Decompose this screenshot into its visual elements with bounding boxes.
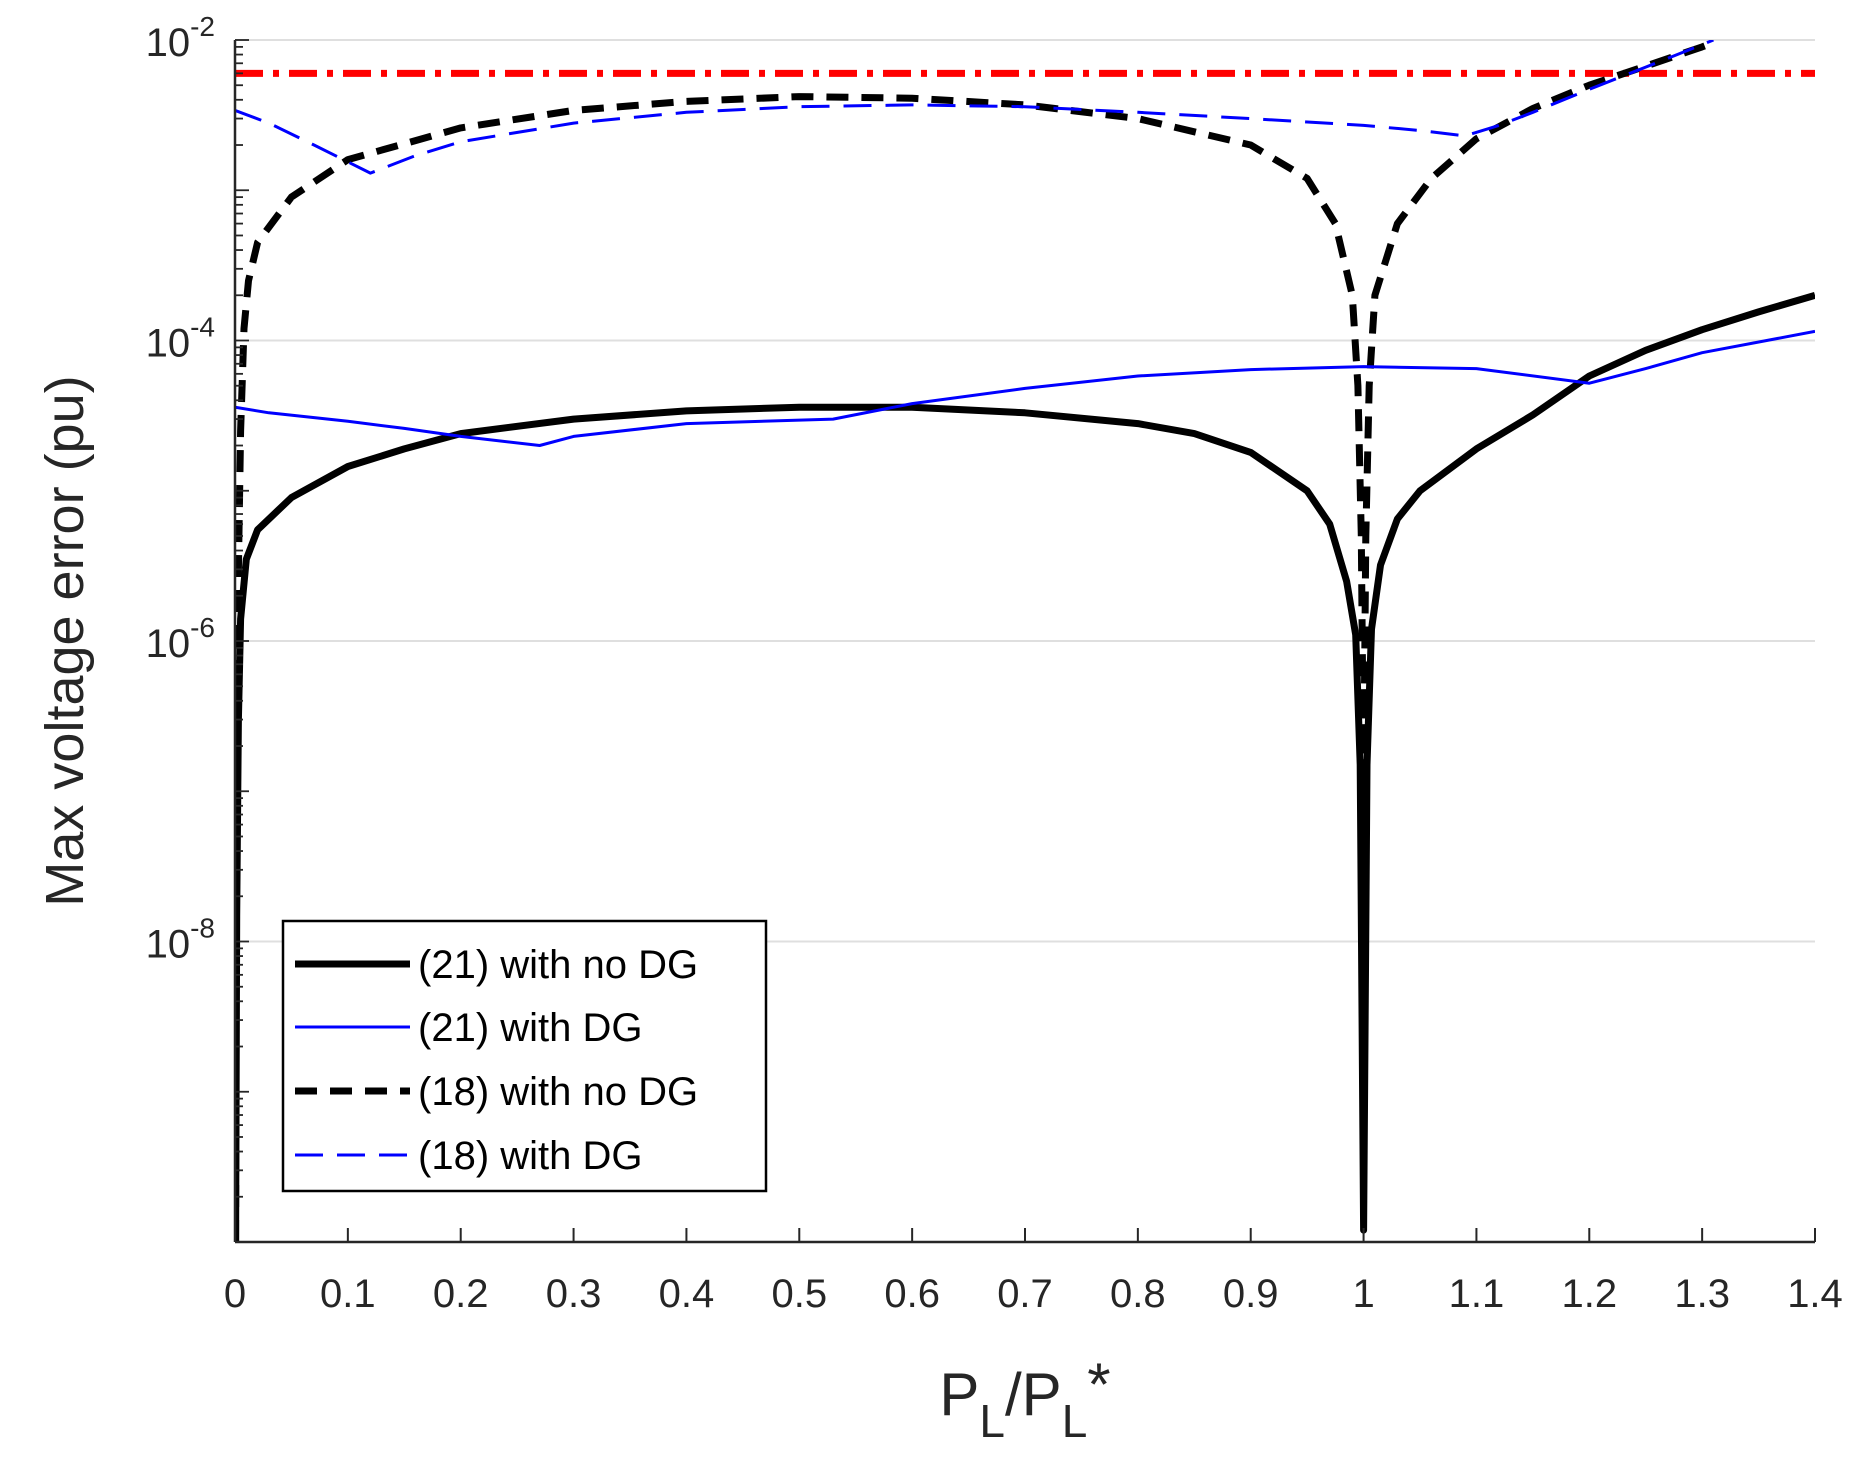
x-tick-label-12: 1.2 [1561, 1272, 1617, 1316]
x-tick-label-11: 1.1 [1449, 1272, 1505, 1316]
x-tick-label-6: 0.6 [884, 1272, 940, 1316]
legend-entry-21-no-dg: (21) with no DG [295, 943, 698, 987]
legend: (21) with no DG (21) with DG (18) with n… [281, 919, 768, 1193]
series-line-2 [235, 40, 1715, 1242]
x-tick-label-3: 0.3 [546, 1272, 602, 1316]
y-tick-label-0: 10-2 [146, 11, 215, 65]
legend-label-21-dg: (21) with DG [418, 1006, 643, 1050]
series-line-3 [235, 40, 1714, 175]
legend-label-18-no-dg: (18) with no DG [418, 1070, 698, 1114]
legend-entry-18-dg: (18) with DG [295, 1134, 643, 1178]
x-tick-label-14: 1.4 [1787, 1272, 1843, 1316]
x-tick-label-4: 0.4 [659, 1272, 715, 1316]
x-tick-label-1: 0.1 [320, 1272, 376, 1316]
series-line-1 [235, 329, 1815, 447]
x-tick-label-10: 1 [1352, 1272, 1374, 1316]
series-line-0 [235, 291, 1815, 1242]
ticks: 0 0.1 0.2 0.3 0.4 0.5 0.6 0.7 0.8 0.9 1 1.1 1.2 1.3 1.… [146, 11, 1843, 1316]
legend-entry-18-no-dg: (18) with no DG [295, 1070, 698, 1114]
y-axis-label: Max voltage error (pu) [35, 375, 95, 906]
x-tick-label-7: 0.7 [997, 1272, 1053, 1316]
x-tick-label-0: 0 [224, 1272, 246, 1316]
y-tick-label-1: 10-4 [146, 312, 215, 366]
legend-label-21-no-dg: (21) with no DG [418, 943, 698, 987]
x-tick-label-13: 1.3 [1674, 1272, 1730, 1316]
x-tick-label-8: 0.8 [1110, 1272, 1166, 1316]
series-layer [235, 40, 1815, 1242]
x-tick-label-9: 0.9 [1223, 1272, 1279, 1316]
y-tick-label-2: 10-6 [146, 612, 215, 666]
x-axis-label: PL/PL* [939, 1351, 1110, 1447]
x-tick-label-2: 0.2 [433, 1272, 489, 1316]
x-tick-label-5: 0.5 [771, 1272, 827, 1316]
y-tick-label-3: 10-8 [146, 913, 215, 967]
legend-entry-21-dg: (21) with DG [295, 1006, 643, 1050]
legend-label-18-dg: (18) with DG [418, 1134, 643, 1178]
